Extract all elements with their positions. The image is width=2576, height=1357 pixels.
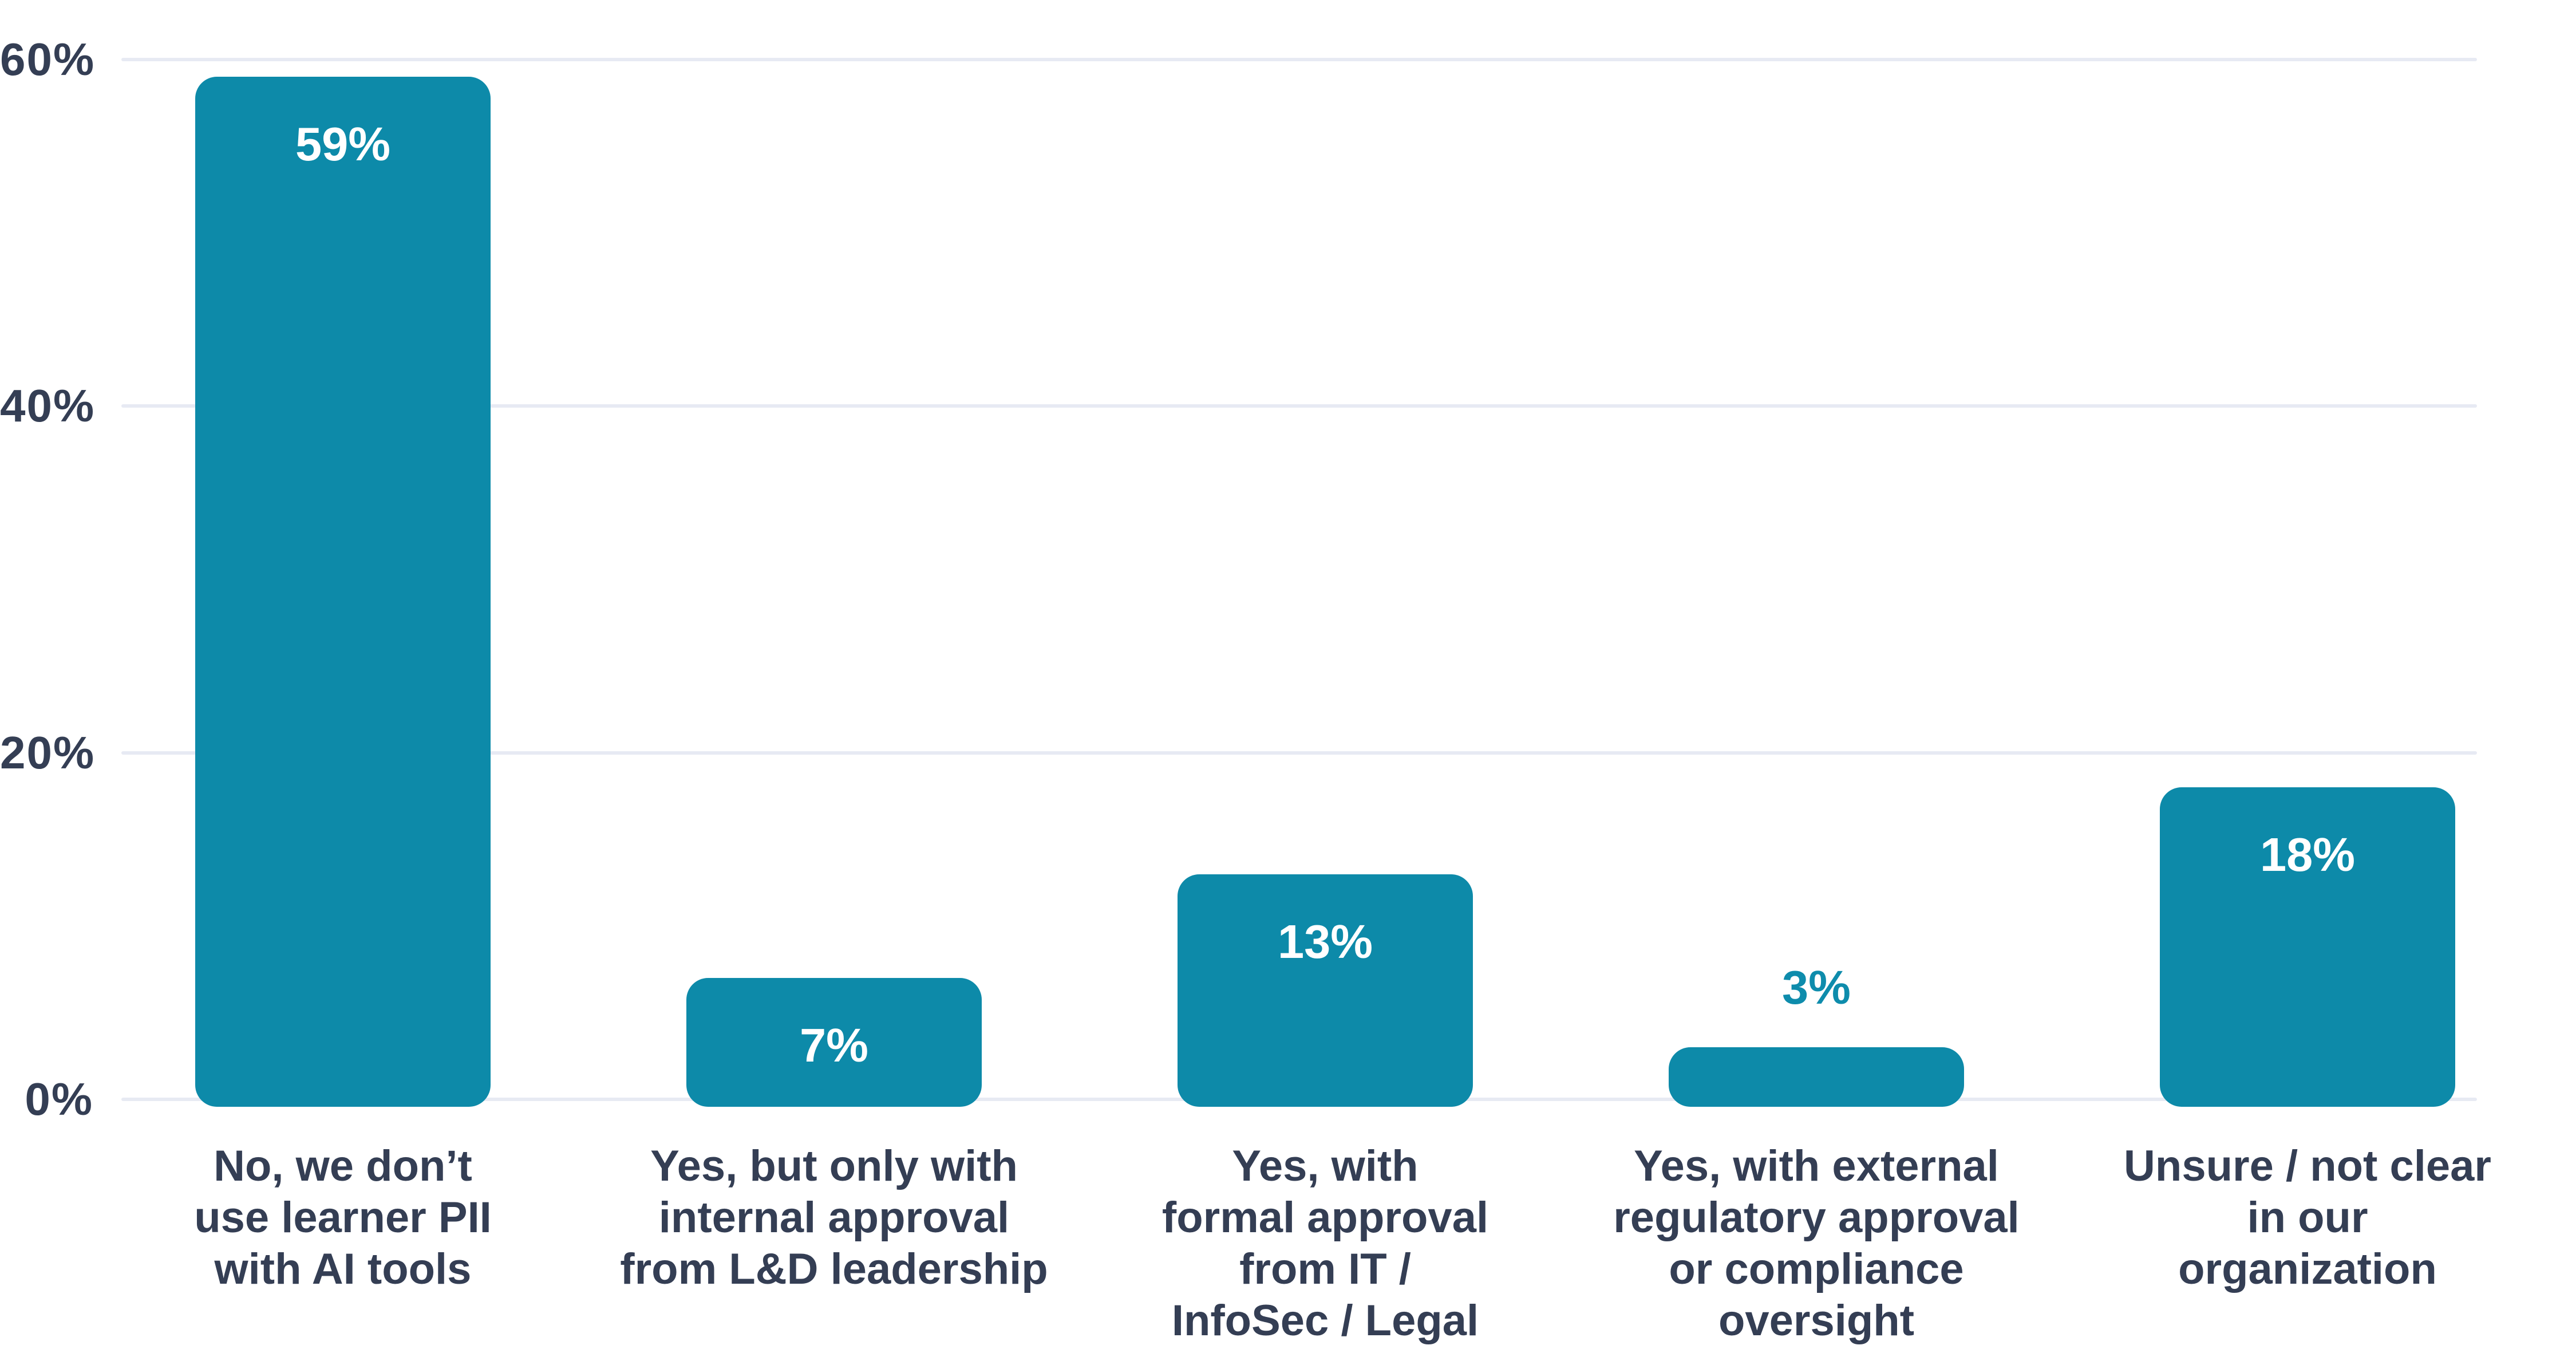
y-axis-tick-label: 0% bbox=[25, 1074, 93, 1125]
bar-value-label: 7% bbox=[800, 1019, 868, 1072]
bar bbox=[2160, 787, 2455, 1107]
bar bbox=[195, 77, 491, 1107]
y-axis-tick-label: 40% bbox=[0, 380, 96, 432]
y-axis-tick-label: 20% bbox=[0, 727, 96, 778]
x-axis-category-label: Yes, with external regulatory approval o… bbox=[1613, 1142, 2020, 1345]
x-axis-category-label: Unsure / not clear in our organization bbox=[2124, 1142, 2491, 1293]
bar-value-label: 18% bbox=[2259, 828, 2356, 882]
y-axis-tick-label: 60% bbox=[0, 33, 96, 85]
bar bbox=[1178, 874, 1473, 1107]
gridline-20% bbox=[121, 751, 2477, 755]
bar bbox=[686, 978, 982, 1107]
x-axis-category-label: Yes, with formal approval from IT / Info… bbox=[1161, 1142, 1489, 1345]
gridline-60% bbox=[121, 57, 2477, 61]
bar-value-label: 3% bbox=[1782, 961, 1851, 1015]
gridline-40% bbox=[121, 404, 2477, 408]
bar-value-label: 59% bbox=[295, 117, 391, 171]
x-axis-category-label: Yes, but only with internal approval fro… bbox=[620, 1142, 1048, 1293]
x-axis-category-label: No, we don’t use learner PII with AI too… bbox=[194, 1142, 492, 1293]
bar-value-label: 13% bbox=[1277, 914, 1373, 968]
bar bbox=[1669, 1047, 1964, 1107]
